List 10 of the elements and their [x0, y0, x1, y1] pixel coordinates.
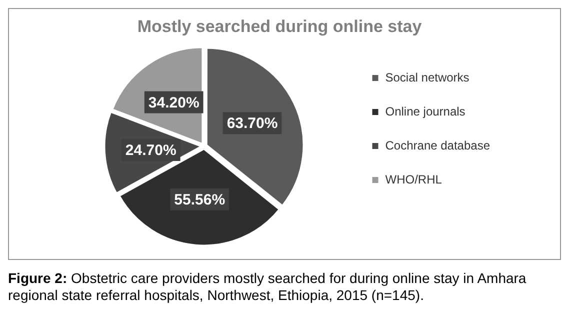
data-label: 24.70% [125, 142, 176, 160]
legend-label: WHO/RHL [385, 172, 442, 186]
legend-label: Cochrane database [385, 138, 490, 152]
data-label: 63.70% [226, 115, 278, 132]
chart-title: Mostly searched during online stay [137, 16, 422, 36]
legend-label: Social networks [385, 70, 470, 84]
data-label: 34.20% [148, 94, 200, 112]
legend-label: Online journals [385, 104, 466, 118]
data-label: 55.56% [174, 192, 226, 209]
caption: Figure 2: Obstetric care providers mostly searched for during online stay in Amhara regional state referral hospitals, Northwest, Ethiopia, 2015 (n=145). [8, 270, 526, 303]
